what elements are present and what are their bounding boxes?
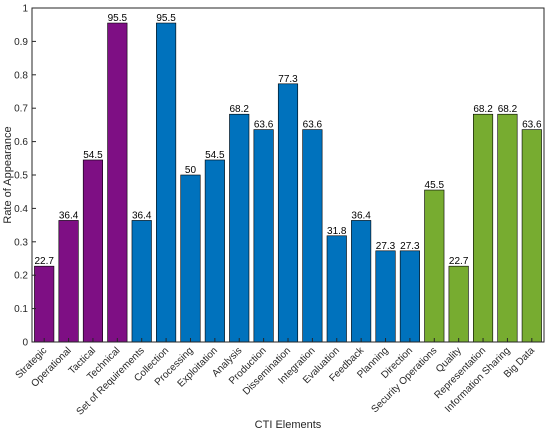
data-label: 45.5 xyxy=(425,180,445,191)
data-label: 36.4 xyxy=(59,210,79,221)
data-label: 68.2 xyxy=(498,104,518,115)
bar-processing xyxy=(180,174,201,343)
bar-big-data xyxy=(521,129,542,343)
y-tick-label: 0.1 xyxy=(14,304,28,315)
data-label: 27.3 xyxy=(376,241,396,252)
bar-information-sharing xyxy=(497,113,518,343)
data-label: 77.3 xyxy=(278,74,298,85)
bar-quality xyxy=(448,265,469,343)
bar-representation xyxy=(472,113,494,343)
data-label: 54.5 xyxy=(83,150,103,161)
bar-evaluation xyxy=(326,235,347,343)
data-label: 50 xyxy=(185,165,197,176)
bar-direction xyxy=(399,250,420,343)
data-label: 22.7 xyxy=(449,256,469,267)
y-tick-label: 0.8 xyxy=(14,70,28,81)
bar-set-of-requirements xyxy=(131,220,152,343)
y-axis: 0 0.1 0.2 0.3 0.4 0.5 0.6 0.7 0.8 0.9 1 xyxy=(14,4,36,349)
y-tick-label: 0 xyxy=(22,338,28,349)
data-label: 63.6 xyxy=(303,120,323,131)
bar-planning xyxy=(375,250,396,343)
bar-dissemination xyxy=(277,83,299,343)
y-tick-label: 0.6 xyxy=(14,137,28,148)
value-labels-group: 22.7 36.4 54.5 95.5 36.4 95.5 50 54.5 68.2 63.6 77… xyxy=(34,13,542,267)
y-tick-label: 0.5 xyxy=(14,171,28,182)
bar-strategic xyxy=(34,265,55,343)
data-label: 68.2 xyxy=(230,104,250,115)
y-tick-label: 1 xyxy=(22,4,28,15)
data-label: 54.5 xyxy=(205,150,225,161)
data-label: 36.4 xyxy=(132,210,152,221)
bars-group xyxy=(34,22,542,343)
data-label: 95.5 xyxy=(108,13,128,24)
bar-feedback xyxy=(351,220,372,343)
y-axis-title: Rate of Appearance xyxy=(2,126,14,223)
data-label: 68.2 xyxy=(473,104,493,115)
bar-production xyxy=(253,129,274,343)
bar-exploitation xyxy=(204,159,225,343)
bar-technical xyxy=(107,22,128,343)
bar-integration xyxy=(302,129,323,343)
bar-tactical xyxy=(82,159,104,343)
bar-security-operations xyxy=(424,189,445,343)
data-label: 63.6 xyxy=(254,120,274,131)
x-axis: StrategicOperationalTacticalTechnicalSet… xyxy=(14,338,537,418)
y-tick-label: 0.9 xyxy=(14,37,28,48)
y-tick-label: 0.4 xyxy=(14,204,28,215)
y-tick-label: 0.3 xyxy=(14,237,28,248)
y-tick-label: 0.2 xyxy=(14,271,28,282)
data-label: 27.3 xyxy=(400,241,420,252)
bar-operational xyxy=(58,220,79,343)
data-label: 63.6 xyxy=(522,120,542,131)
bar-collection xyxy=(156,22,177,343)
data-label: 95.5 xyxy=(156,13,176,24)
bar-analysis xyxy=(229,113,250,343)
data-label: 31.8 xyxy=(327,226,347,237)
y-tick-label: 0.7 xyxy=(14,104,28,115)
x-axis-title: CTI Elements xyxy=(255,419,322,431)
data-label: 36.4 xyxy=(351,210,371,221)
data-label: 22.7 xyxy=(34,256,54,267)
